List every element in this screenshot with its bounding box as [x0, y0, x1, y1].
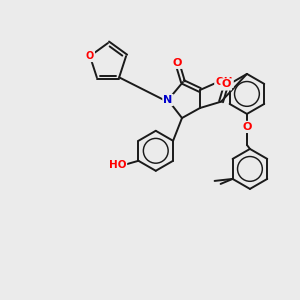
Text: HO: HO: [109, 160, 126, 170]
Text: O: O: [172, 58, 182, 68]
Text: OH: OH: [215, 77, 233, 87]
Text: N: N: [164, 95, 172, 105]
Text: O: O: [86, 51, 94, 61]
Text: O: O: [242, 122, 252, 132]
Text: O: O: [222, 80, 231, 89]
